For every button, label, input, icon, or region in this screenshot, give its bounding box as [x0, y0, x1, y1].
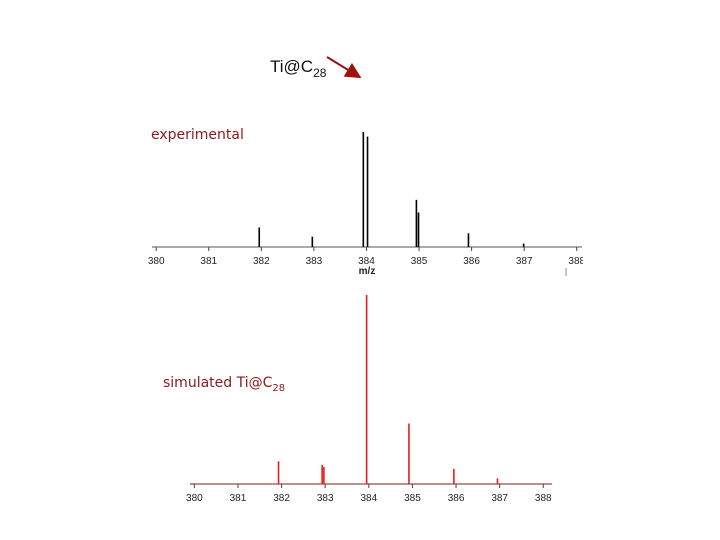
experimental-chart: 380 381 382 383 384 385 386 387 388 m/z — [148, 132, 585, 277]
title-main: Ti@C — [270, 57, 313, 76]
x-tick-label: 385 — [411, 256, 428, 267]
x-axis-label: m/z — [359, 266, 376, 277]
x-tick-label: 382 — [253, 256, 270, 267]
x-tick-label: 384 — [360, 493, 377, 504]
x-tick-label: 381 — [230, 493, 247, 504]
x-tick-label: 382 — [273, 493, 290, 504]
arrow — [326, 56, 362, 79]
x-tick-label: 388 — [535, 493, 552, 504]
panel-label-subscript: 28 — [272, 383, 285, 394]
x-tick-label: 387 — [516, 256, 533, 267]
panel-label: experimental — [151, 127, 244, 143]
x-tick-label: 388 — [568, 256, 585, 267]
x-tick-label: 384 — [358, 256, 375, 267]
x-tick-label: 380 — [186, 493, 203, 504]
x-tick-label: 386 — [448, 493, 465, 504]
title-subscript: 28 — [313, 66, 327, 80]
panel-label-main: simulated Ti@C — [163, 375, 273, 391]
x-tick-label: 387 — [491, 493, 508, 504]
x-tick-label: 383 — [317, 493, 334, 504]
x-tick-label: 386 — [463, 256, 480, 267]
simulated-chart: 380 381 382 383 384 385 386 387 388 — [186, 295, 552, 504]
title: Ti@C28 — [270, 57, 327, 80]
x-tick-label: 380 — [148, 256, 165, 267]
x-tick-label: 385 — [404, 493, 421, 504]
x-tick-label: 381 — [200, 256, 217, 267]
x-tick-label: 383 — [306, 256, 323, 267]
panel-label: simulated Ti@C28 — [163, 375, 285, 394]
